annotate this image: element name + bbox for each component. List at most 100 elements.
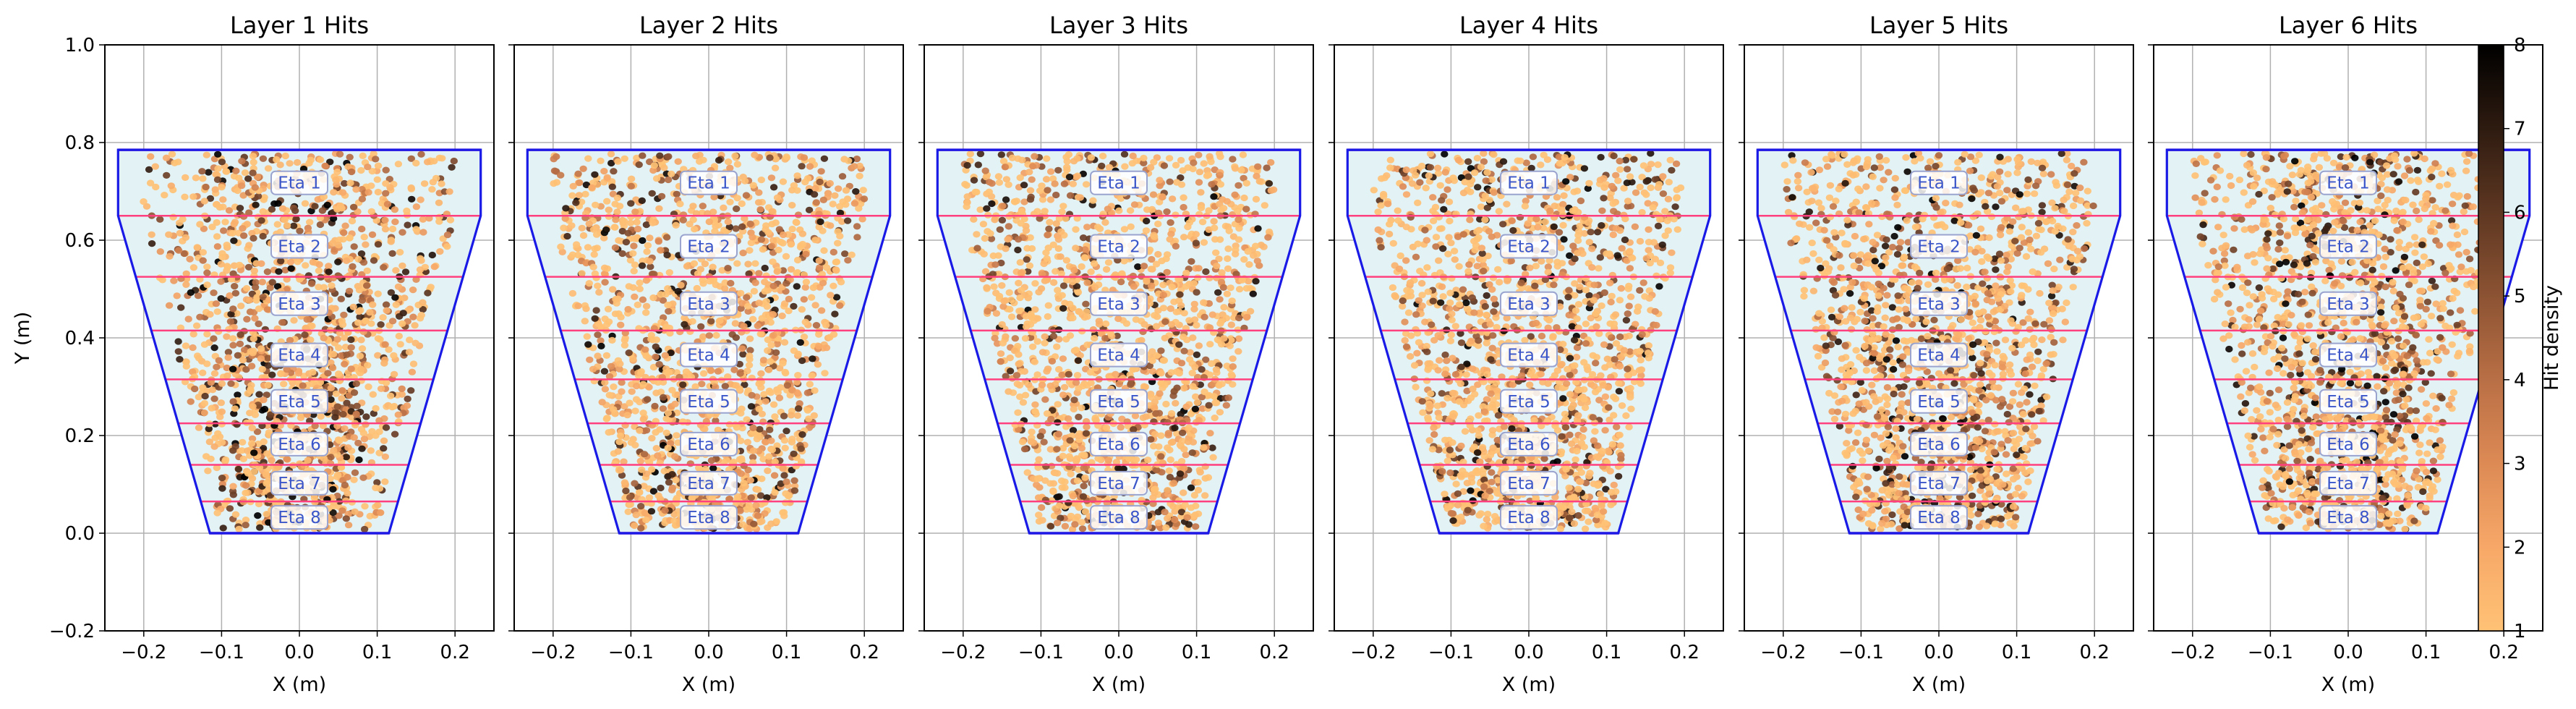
hit-point <box>663 251 671 259</box>
hit-point <box>1049 279 1058 286</box>
hit-point <box>1016 393 1024 401</box>
hit-point <box>852 188 860 195</box>
hit-point <box>657 192 666 200</box>
hit-point <box>806 163 814 170</box>
hit-point <box>712 331 720 339</box>
eta-label-text: Eta 7 <box>687 475 730 493</box>
hit-point <box>390 370 398 378</box>
hit-point <box>1048 357 1057 365</box>
hit-point <box>250 335 257 342</box>
hit-point <box>343 399 351 407</box>
hit-point <box>856 200 865 208</box>
hit-point <box>1057 253 1065 260</box>
hit-point <box>743 416 751 423</box>
eta-label-text: Eta 6 <box>278 436 321 454</box>
hit-point <box>223 372 231 379</box>
hit-point <box>309 368 317 376</box>
hit-point <box>689 203 697 210</box>
hit-point <box>1198 218 1207 226</box>
hit-point <box>737 409 745 417</box>
hit-point <box>664 301 672 309</box>
hit-point <box>263 511 270 518</box>
hit-point <box>654 378 662 386</box>
hit-point <box>182 174 189 181</box>
hit-point <box>176 324 185 331</box>
hit-point <box>276 229 284 236</box>
hit-point <box>229 365 237 373</box>
hit-point <box>643 248 651 255</box>
hit-point <box>645 383 653 391</box>
hit-point <box>657 247 665 254</box>
eta-label: Eta 8 <box>270 505 328 530</box>
hit-point <box>145 166 153 173</box>
hit-point <box>1208 311 1217 318</box>
hit-point <box>679 381 687 389</box>
hit-point <box>712 417 720 425</box>
hit-point <box>652 389 660 396</box>
hit-point <box>1159 281 1167 289</box>
hit-point <box>607 362 615 370</box>
hit-point <box>1053 446 1061 453</box>
hit-point <box>780 412 788 420</box>
hit-point <box>438 155 446 162</box>
hit-point <box>733 260 741 267</box>
hit-point <box>808 157 816 164</box>
y-tick-label: −0.2 <box>49 621 95 642</box>
hit-point <box>203 281 211 289</box>
hit-point <box>349 203 358 211</box>
y-ticks <box>508 44 514 632</box>
hit-point <box>774 389 782 396</box>
hit-point <box>382 180 390 187</box>
hit-point <box>761 288 769 295</box>
hit-point <box>811 387 819 394</box>
hit-point <box>359 328 367 336</box>
eta-label: Eta 1 <box>680 170 738 195</box>
hit-point <box>179 216 187 223</box>
hit-point <box>182 281 190 288</box>
hit-point <box>368 168 376 175</box>
hit-point <box>657 291 665 298</box>
hit-point <box>557 243 565 250</box>
hit-point <box>642 352 650 360</box>
hit-point <box>250 267 258 274</box>
hit-point <box>260 405 269 413</box>
hit-point <box>247 387 255 394</box>
hit-point <box>337 352 345 360</box>
hit-point <box>214 328 223 335</box>
hit-point <box>699 370 708 377</box>
hit-point <box>324 370 332 377</box>
hit-point <box>302 324 310 331</box>
hit-point <box>767 389 775 396</box>
hit-point <box>387 238 395 245</box>
hit-point <box>801 284 810 291</box>
hit-point <box>812 322 821 329</box>
hit-point <box>642 277 651 284</box>
hit-point <box>1033 338 1041 345</box>
hit-point <box>256 524 264 531</box>
hit-point <box>1044 187 1052 194</box>
hit-point <box>736 370 744 377</box>
hit-point <box>254 512 262 519</box>
hit-point <box>1054 419 1062 426</box>
hit-point <box>1210 393 1218 400</box>
hit-point <box>575 192 584 199</box>
hit-point <box>667 349 675 357</box>
eta-label-box <box>270 505 328 530</box>
hit-point <box>1218 269 1226 276</box>
hit-point <box>352 410 360 418</box>
hit-point <box>155 274 164 281</box>
hit-point <box>161 192 169 199</box>
hit-point <box>239 232 248 239</box>
hit-point <box>407 155 415 162</box>
hit-point <box>1050 469 1059 476</box>
hit-point <box>218 475 226 482</box>
hit-point <box>187 398 195 405</box>
hit-point <box>398 320 406 327</box>
hit-point <box>375 449 383 457</box>
hit-point <box>550 180 558 187</box>
hit-point <box>683 263 691 270</box>
hit-point <box>674 158 682 165</box>
hit-point <box>341 344 350 351</box>
hit-point <box>991 216 999 224</box>
